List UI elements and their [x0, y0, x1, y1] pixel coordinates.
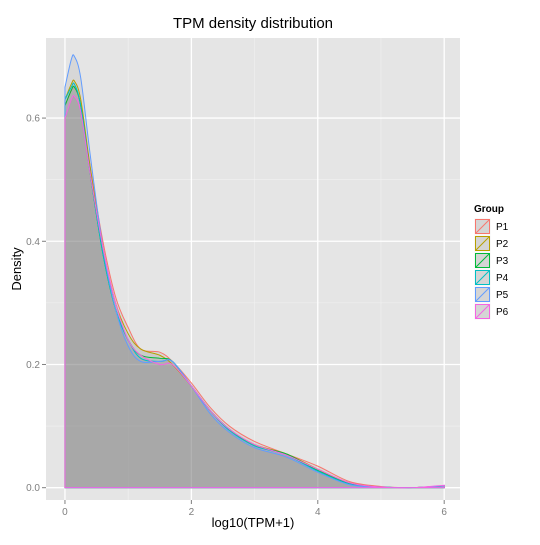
chart-title: TPM density distribution	[173, 15, 333, 32]
legend-key-p2	[473, 234, 492, 253]
legend-key-slash	[475, 236, 490, 251]
legend-key-p6	[473, 302, 492, 321]
legend-key-slash	[475, 270, 490, 285]
y-tick-label: 0.2	[26, 360, 40, 371]
x-axis-ticks: 0 2 4 6	[62, 500, 447, 518]
plot-panel	[46, 38, 460, 500]
legend-label-p6: P6	[496, 307, 509, 318]
density-lines	[64, 54, 445, 489]
legend-key-slash	[475, 253, 490, 268]
legend-label-p1: P1	[496, 222, 509, 233]
density-area-p2	[64, 80, 445, 488]
legend-label-p3: P3	[496, 256, 509, 267]
legend-key-p3	[473, 251, 492, 270]
density-line-p6	[64, 95, 445, 489]
legend-key-p4	[473, 268, 492, 287]
x-axis-title: log10(TPM+1)	[212, 515, 295, 530]
legend-key-slash	[475, 219, 490, 234]
legend: Group P1 P2 P3 P4 P5 P6	[473, 204, 509, 321]
density-areas	[64, 54, 445, 488]
density-area-p1	[64, 86, 445, 488]
density-area-p5	[64, 54, 445, 488]
x-tick-label: 0	[62, 507, 68, 518]
x-tick-label: 6	[441, 507, 447, 518]
y-axis-title: Density	[9, 247, 24, 291]
legend-label-p2: P2	[496, 239, 509, 250]
y-tick-label: 0.4	[26, 237, 40, 248]
grid-minor	[46, 38, 460, 500]
legend-label-p4: P4	[496, 273, 509, 284]
x-tick-label: 4	[315, 507, 321, 518]
density-area-p6	[64, 95, 445, 488]
y-tick-label: 0.0	[26, 483, 40, 494]
legend-key-p1	[473, 217, 492, 236]
density-area-p3	[64, 86, 445, 488]
legend-title: Group	[474, 204, 504, 215]
y-tick-label: 0.6	[26, 114, 40, 125]
x-tick-label: 2	[189, 507, 195, 518]
density-area-p4	[64, 83, 445, 488]
legend-key-slash	[475, 287, 490, 302]
legend-key-slash	[475, 304, 490, 319]
legend-key-p5	[473, 285, 492, 304]
density-line-p5	[64, 54, 445, 489]
legend-label-p5: P5	[496, 290, 509, 301]
y-axis-ticks: 0.0 0.2 0.4 0.6	[26, 114, 46, 494]
